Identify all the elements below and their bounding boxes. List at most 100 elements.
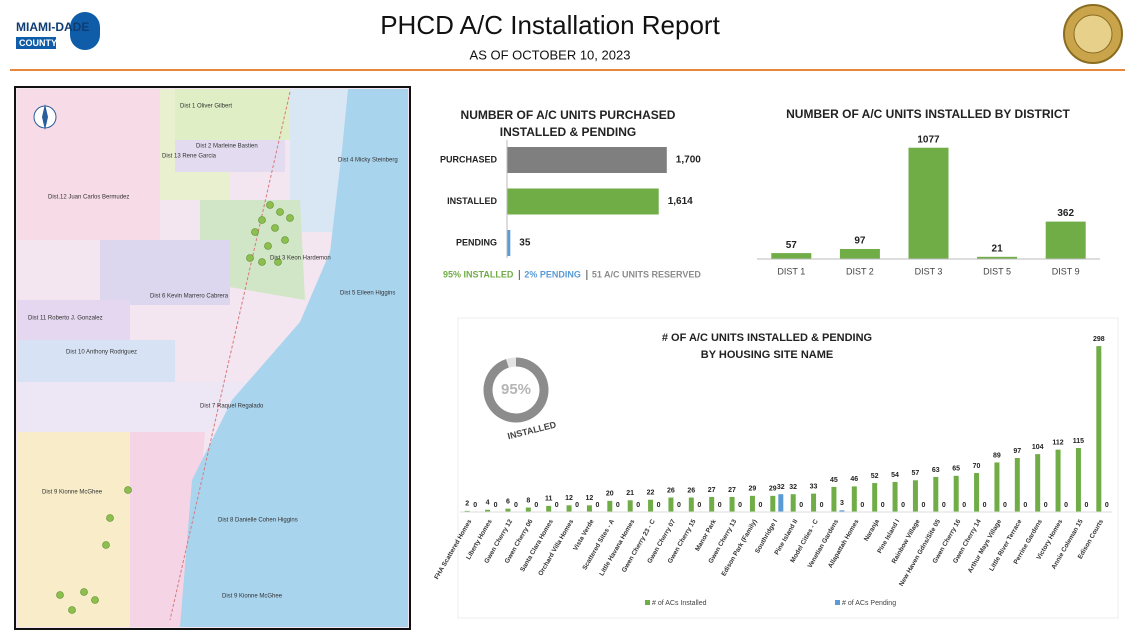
legend-swatch [835,600,840,605]
value-label: 54 [891,472,899,479]
bar [1075,447,1081,512]
value-label: 52 [871,473,879,480]
bar [771,253,812,259]
x-tick-label: DIST 1 [777,266,805,276]
value-label: 0 [738,502,742,509]
site-dot [91,596,99,604]
value-label: 22 [647,490,655,497]
district-area [175,140,285,172]
bar [1096,346,1102,512]
value-label: 27 [728,487,736,494]
logo-text: MIAMI-DADE [16,20,89,34]
value-label: 0 [1064,502,1068,509]
value-label: 0 [473,502,477,509]
bar [994,462,1000,512]
site-dot [80,588,88,596]
legend-chart3: # of ACs Installed # of ACs Pending [645,600,896,607]
bar [1055,449,1061,512]
chart-title: NUMBER OF A/C UNITS INSTALLED BY DISTRIC… [786,107,1070,121]
value-label: 0 [677,502,681,509]
value-label: 4 [486,500,490,507]
map: Dist 1 Oliver Gilbert Dist 2 Marleine Bas… [14,86,411,630]
district-label: Dist 3 Keon Hardemon [270,256,331,262]
bar [1035,454,1041,512]
chart-title: NUMBER OF A/C UNITS PURCHASED [461,108,676,122]
site-dot [271,224,279,232]
district-label: Dist 2 Marleine Bastien [196,144,258,150]
category-label: PURCHASED [440,154,498,164]
district-label: Dist 1 Oliver Gilbert [180,104,232,110]
bar [953,475,959,512]
bar [729,496,735,512]
value-label: 0 [1003,502,1007,509]
bar [505,508,511,512]
site-dot [68,606,76,614]
bar [525,507,531,512]
site-dot [251,228,259,236]
value-label: 27 [708,487,716,494]
bar [464,510,470,512]
value-label: 362 [1057,208,1074,219]
district-area [17,432,130,627]
value-label: 115 [1073,438,1084,445]
value-label: 26 [667,487,675,494]
value-label: 0 [657,502,661,509]
bar [627,500,633,512]
district-label: Dist 6 Kevin Marrero Cabrera [150,294,229,300]
bar [507,147,667,173]
value-label: 298 [1093,336,1105,343]
value-label: 1077 [917,134,940,145]
value-label: 8 [526,497,530,504]
district-area [17,89,160,240]
donut-value: 95% [501,381,531,398]
district-area [17,340,175,382]
chart-title: # OF A/C UNITS INSTALLED & PENDING [662,332,872,344]
value-label: 0 [616,502,620,509]
value-label: 1,700 [676,155,701,166]
panel [457,317,1119,619]
x-tick-label: DIST 5 [983,266,1011,276]
district-label: Dist 8 Danielle Cohen Higgins [218,518,298,524]
footnote: 2% PENDING [524,269,581,279]
bar [485,509,491,512]
bar [872,483,878,512]
bar [839,510,845,512]
value-label: 1,614 [668,196,693,207]
bar [607,500,613,512]
value-label: 11 [545,496,553,503]
logo-shape [70,12,100,50]
value-label: 0 [983,502,987,509]
district-label: Dist 7 Raquel Regalado [200,404,264,410]
value-label: 0 [575,502,579,509]
site-dot [258,258,266,266]
site-dot [258,216,266,224]
value-label: 45 [830,477,838,484]
site-dot [281,236,289,244]
site-dot [264,242,272,250]
bar [648,499,654,512]
value-label: 0 [860,502,864,509]
value-label: 0 [820,502,824,509]
value-label: 0 [718,502,722,509]
value-label: 46 [850,476,858,483]
value-label: 12 [586,495,594,502]
value-label: 0 [595,502,599,509]
value-label: 57 [786,240,798,251]
bar [839,248,880,259]
x-tick-label: DIST 9 [1052,266,1080,276]
category-label: PENDING [456,237,497,247]
donut-arc [483,357,549,423]
x-tick-label: DIST 2 [846,266,874,276]
bar [507,230,511,256]
district-label: Dist 13 Rene Garcia [162,154,217,160]
value-label: 0 [799,502,803,509]
site-dot [102,541,110,549]
value-label: 0 [555,502,559,509]
bar [933,476,939,512]
site-dot [124,486,132,494]
value-label: 12 [565,495,573,502]
district-label: Dist 10 Anthony Rodriguez [66,350,137,356]
value-label: 0 [494,502,498,509]
bar [778,494,784,512]
